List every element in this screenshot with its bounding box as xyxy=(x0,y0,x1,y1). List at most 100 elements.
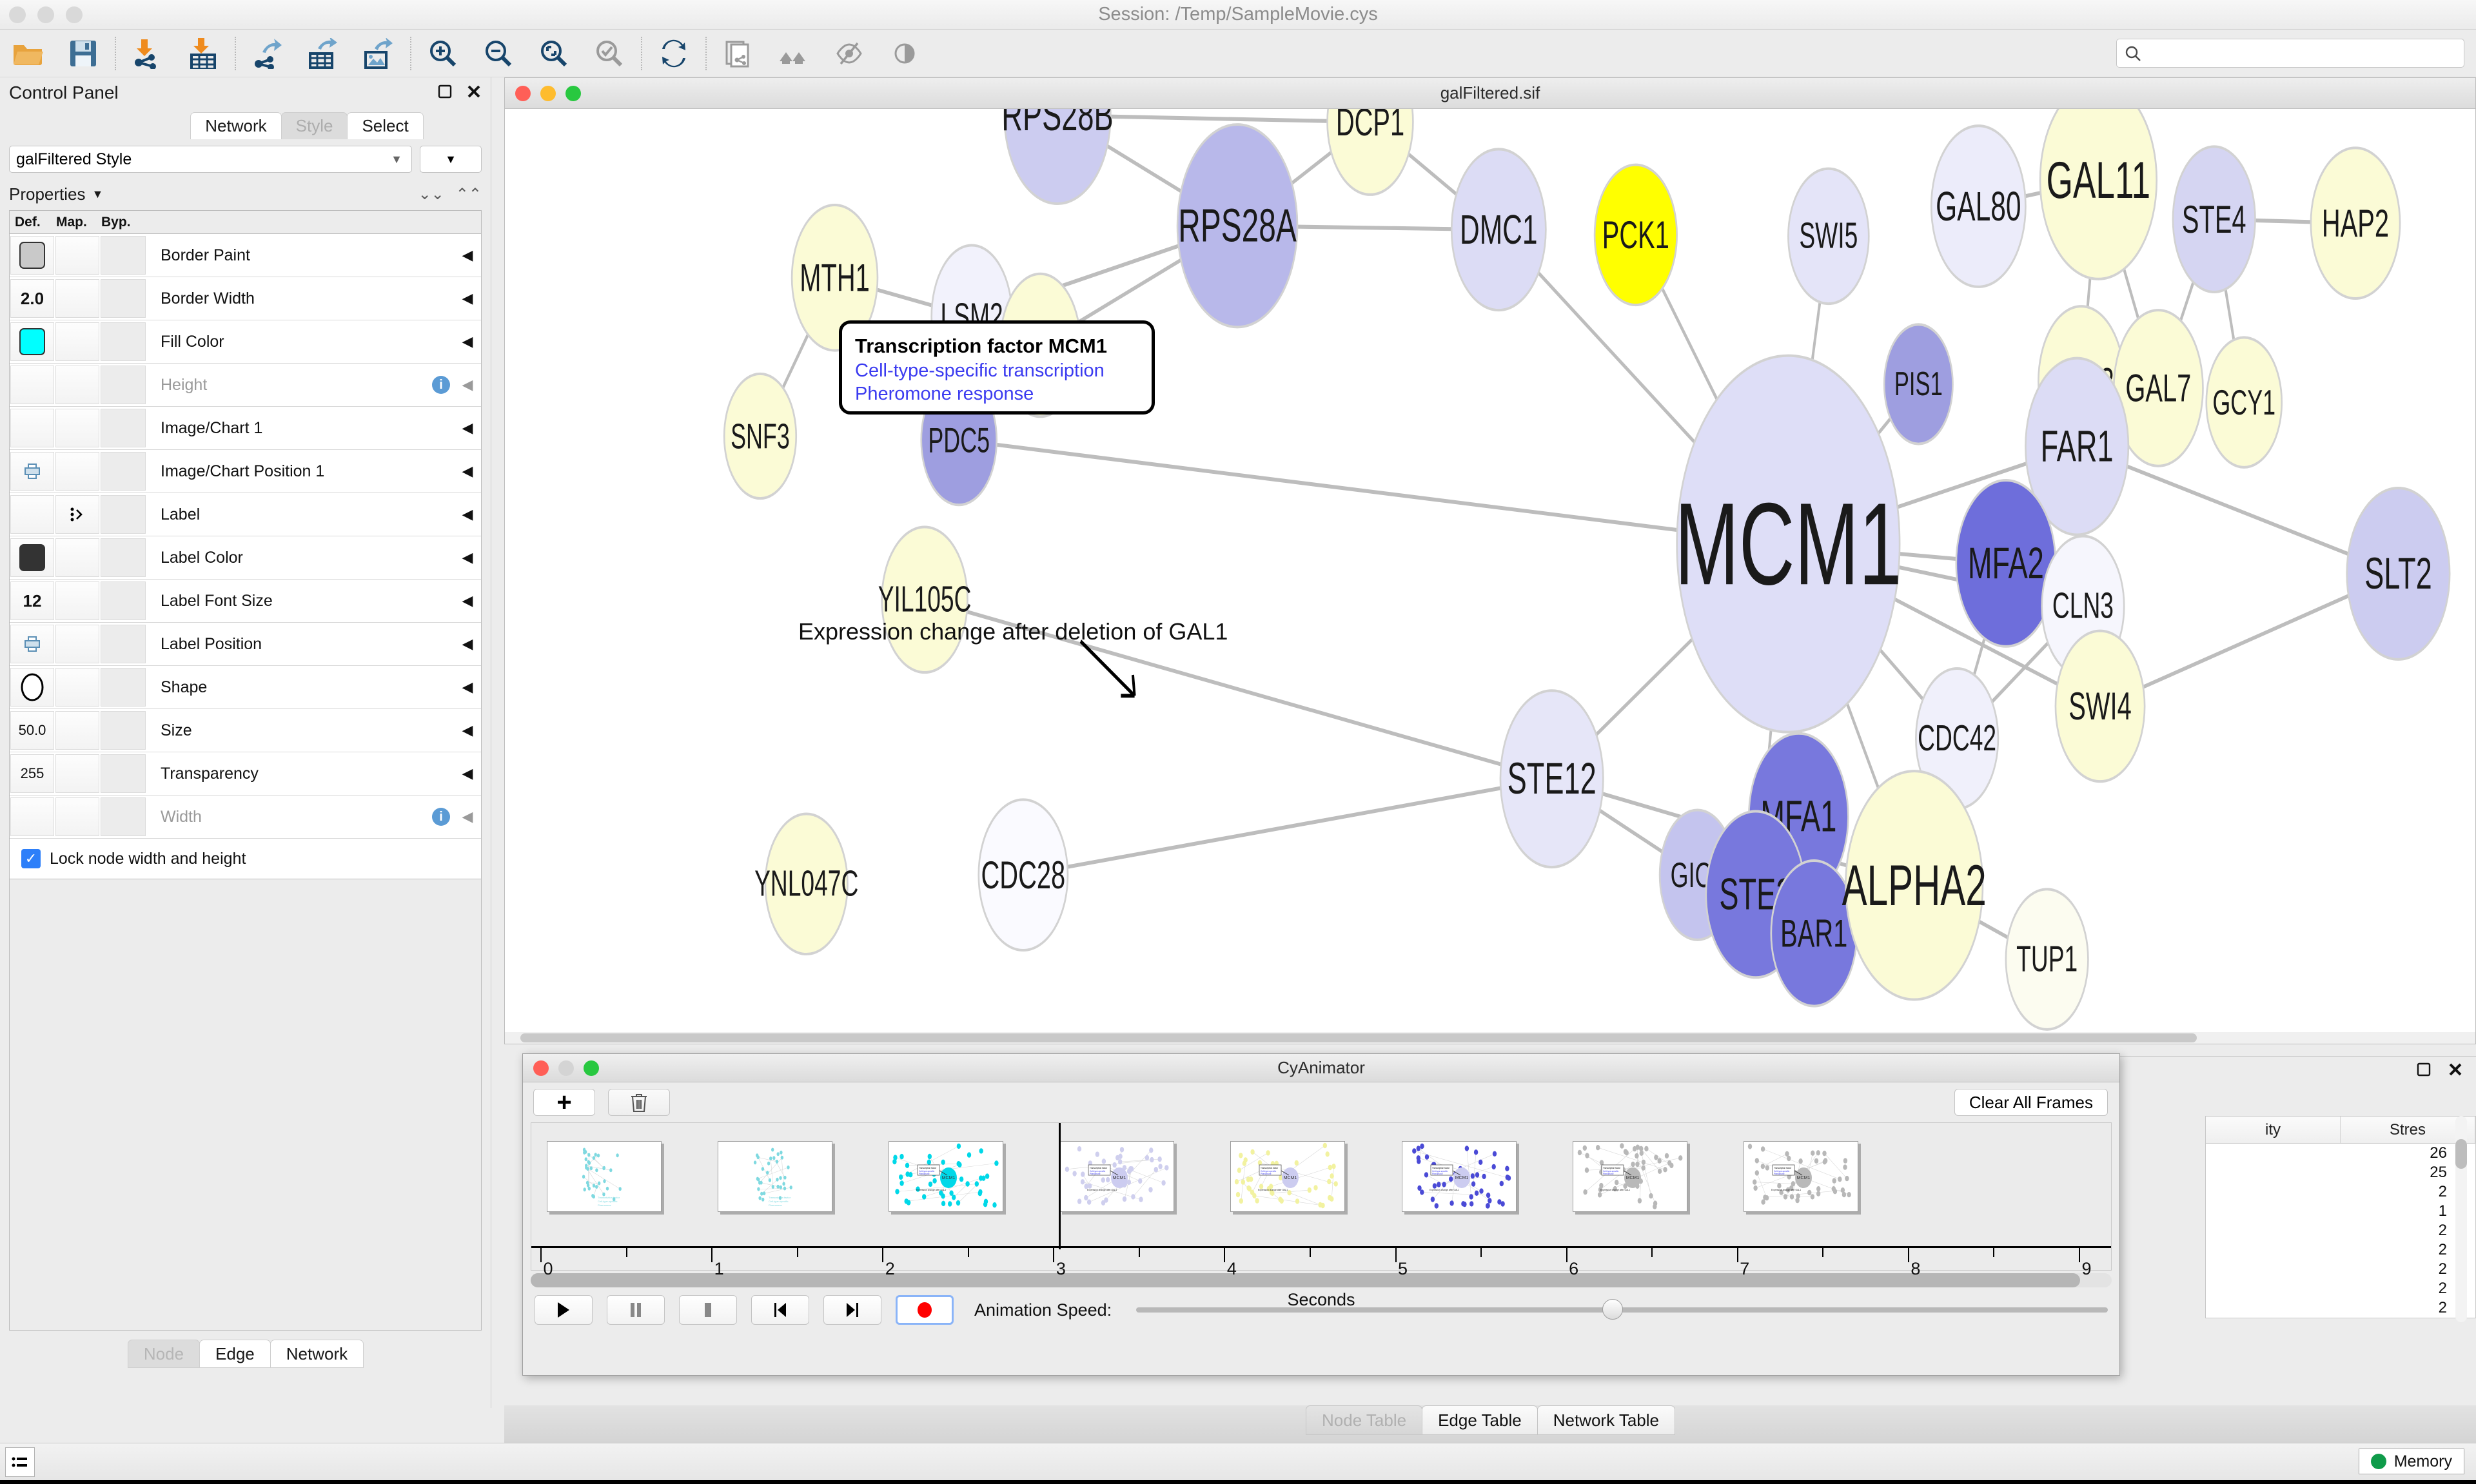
tab-node-table[interactable]: Node Table xyxy=(1306,1405,1423,1435)
property-expand-arrow[interactable]: ◀ xyxy=(462,765,473,781)
close-table-panel-icon[interactable] xyxy=(2448,1062,2463,1077)
style-select[interactable]: galFiltered Style ▼ xyxy=(9,146,412,173)
network-node[interactable]: GCY1 xyxy=(2205,336,2283,469)
property-default-cell[interactable] xyxy=(10,538,54,577)
timeline-frame[interactable]: MCM1 Transcription factor Cell-type-specif… xyxy=(1059,1141,1175,1212)
maximize-window-dot[interactable] xyxy=(66,6,83,23)
node-shape[interactable] xyxy=(1593,163,1678,307)
close-window-dot[interactable] xyxy=(9,6,26,23)
close-window-dot[interactable] xyxy=(515,85,531,101)
play-button[interactable] xyxy=(535,1295,593,1325)
property-expand-arrow[interactable]: ◀ xyxy=(462,247,473,263)
close-panel-icon[interactable] xyxy=(466,84,482,99)
scrollbar-thumb[interactable] xyxy=(2455,1139,2467,1169)
property-default-cell[interactable]: 12 xyxy=(10,581,54,620)
stop-button[interactable] xyxy=(679,1295,737,1325)
show-icon[interactable] xyxy=(877,30,932,77)
property-default-cell[interactable]: 50.0 xyxy=(10,711,54,750)
node-shape[interactable] xyxy=(2025,356,2130,536)
network-node[interactable]: YIL105C xyxy=(878,525,972,674)
property-mapping-cell[interactable] xyxy=(55,581,99,620)
property-default-cell[interactable] xyxy=(10,452,54,491)
property-default-cell[interactable] xyxy=(10,797,54,836)
property-row[interactable]: Image/Chart 1 ◀ xyxy=(10,407,481,450)
property-expand-arrow[interactable]: ◀ xyxy=(462,808,473,825)
table-cell[interactable]: 2 xyxy=(2438,1183,2447,1200)
network-horizontal-scrollbar[interactable] xyxy=(505,1032,2475,1044)
property-row[interactable]: Label ◀ xyxy=(10,493,481,536)
new-network-icon[interactable] xyxy=(711,30,766,77)
property-expand-arrow[interactable]: ◀ xyxy=(462,636,473,652)
node-shape[interactable] xyxy=(2054,629,2146,783)
property-row[interactable]: Height i ◀ xyxy=(10,364,481,407)
first-frame-button[interactable] xyxy=(751,1295,809,1325)
tab-network-style[interactable]: Network xyxy=(270,1340,364,1368)
delete-frame-button[interactable] xyxy=(608,1089,670,1116)
tab-network-table[interactable]: Network Table xyxy=(1537,1405,1675,1435)
record-button[interactable] xyxy=(896,1295,954,1325)
save-icon[interactable] xyxy=(55,30,111,77)
property-mapping-cell[interactable] xyxy=(55,668,99,707)
property-mapping-cell[interactable] xyxy=(55,538,99,577)
property-row[interactable]: Border Paint ◀ xyxy=(10,234,481,277)
timeline-frame[interactable]: MCM1 Transcription factor Cell-type-specif… xyxy=(889,1141,1004,1212)
tab-edge-table[interactable]: Edge Table xyxy=(1422,1405,1538,1435)
node-shape[interactable] xyxy=(1499,689,1604,869)
property-expand-arrow[interactable]: ◀ xyxy=(462,549,473,565)
property-expand-arrow[interactable]: ◀ xyxy=(462,722,473,738)
table-cell[interactable]: 1 xyxy=(2438,1202,2447,1220)
property-mapping-cell[interactable] xyxy=(55,711,99,750)
window-controls[interactable] xyxy=(9,6,83,23)
property-default-cell[interactable] xyxy=(10,409,54,447)
property-expand-arrow[interactable]: ◀ xyxy=(462,420,473,436)
property-default-cell[interactable] xyxy=(10,236,54,275)
network-node[interactable]: MFA2 xyxy=(1955,478,2057,648)
tab-node[interactable]: Node xyxy=(127,1340,201,1368)
property-mapping-cell[interactable] xyxy=(55,797,99,836)
refresh-icon[interactable] xyxy=(646,30,702,77)
table-cell[interactable]: 26 xyxy=(2430,1144,2447,1162)
node-shape[interactable] xyxy=(791,204,879,352)
maximize-window-dot[interactable] xyxy=(584,1060,599,1076)
property-row[interactable]: Fill Color ◀ xyxy=(10,320,481,364)
property-row[interactable]: Width i ◀ xyxy=(10,796,481,839)
timeline-frame[interactable]: MCM1 Transcription factor Cell-type-specif… xyxy=(1230,1141,1346,1212)
property-bypass-cell[interactable] xyxy=(101,538,146,577)
pause-button[interactable] xyxy=(607,1295,665,1325)
property-row[interactable]: 50.0 Size ◀ xyxy=(10,709,481,752)
property-bypass-cell[interactable] xyxy=(101,236,146,275)
property-bypass-cell[interactable] xyxy=(101,625,146,663)
node-shape[interactable] xyxy=(2039,109,2158,280)
color-swatch[interactable] xyxy=(19,328,45,355)
slider-knob[interactable] xyxy=(1602,1299,1624,1320)
property-row[interactable]: 255 Transparency ◀ xyxy=(10,752,481,796)
network-node[interactable]: SNF3 xyxy=(723,372,798,500)
property-row[interactable]: 12 Label Font Size ◀ xyxy=(10,580,481,623)
close-window-dot[interactable] xyxy=(533,1060,549,1076)
node-shape[interactable] xyxy=(1930,124,2027,288)
network-node[interactable]: RPS28B xyxy=(1001,109,1114,205)
node-shape[interactable] xyxy=(2172,145,2256,293)
node-shape[interactable] xyxy=(1176,123,1299,329)
property-mapping-cell[interactable] xyxy=(55,279,99,318)
search-input[interactable] xyxy=(2147,44,2456,63)
property-bypass-cell[interactable] xyxy=(101,797,146,836)
node-shape[interactable] xyxy=(1326,109,1414,196)
export-table-icon[interactable] xyxy=(295,30,351,77)
property-bypass-cell[interactable] xyxy=(101,409,146,447)
network-node[interactable]: MTH1 xyxy=(791,204,879,352)
network-node[interactable]: SWI4 xyxy=(2054,629,2146,783)
network-node[interactable]: GAL11 xyxy=(2039,109,2158,280)
import-table-icon[interactable] xyxy=(175,30,231,77)
node-shape[interactable] xyxy=(2346,487,2451,661)
task-list-icon[interactable] xyxy=(5,1447,35,1477)
property-bypass-cell[interactable] xyxy=(101,754,146,793)
maximize-window-dot[interactable] xyxy=(565,85,581,101)
zoom-fit-icon[interactable] xyxy=(526,30,582,77)
property-mapping-cell[interactable] xyxy=(55,452,99,491)
export-image-icon[interactable] xyxy=(351,30,406,77)
network-node[interactable]: MCM1 xyxy=(1675,354,1901,734)
node-shape[interactable] xyxy=(764,812,849,956)
network-node[interactable]: STE12 xyxy=(1499,689,1604,869)
property-default-cell[interactable] xyxy=(10,366,54,404)
